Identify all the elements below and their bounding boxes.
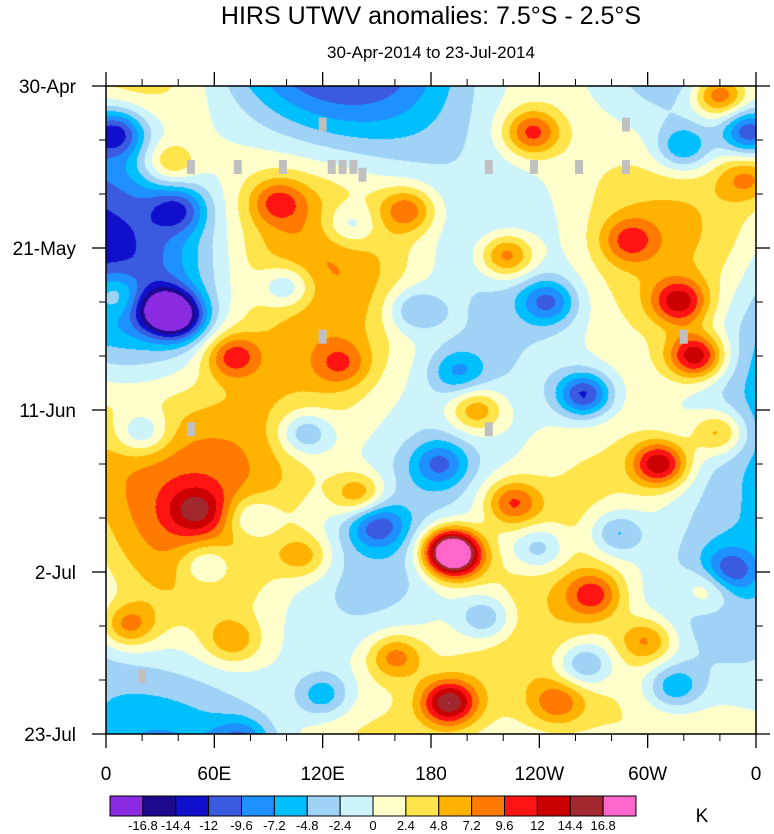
- colorbar-label-4: -7.2: [263, 818, 285, 833]
- missing-data-cell-5: [327, 160, 336, 174]
- colorbar-label-12: 12: [530, 818, 544, 833]
- missing-data-cell-9: [484, 160, 493, 174]
- colorbar-swatch-5: [273, 795, 308, 817]
- colorbar-label-5: -4.8: [296, 818, 318, 833]
- missing-data-cell-12: [622, 160, 630, 174]
- colorbar-units: K: [696, 806, 709, 827]
- missing-data-cell-13: [318, 329, 327, 344]
- colorbar-label-8: 2.4: [397, 818, 415, 833]
- chart-subtitle: 30-Apr-2014 to 23-Jul-2014: [327, 43, 535, 62]
- colorbar-swatch-6: [306, 795, 341, 817]
- missing-data-cell-7: [349, 160, 358, 174]
- chart-title: HIRS UTWV anomalies: 7.5°S - 2.5°S: [221, 2, 641, 30]
- y-tick-label-1: 21-May: [13, 239, 77, 260]
- colorbar-label-9: 4.8: [430, 818, 448, 833]
- colorbar-swatch-3: [208, 795, 242, 817]
- colorbar-swatch-12: [504, 795, 538, 817]
- colorbar-label-3: -9.6: [230, 818, 252, 833]
- x-tick-label-2: 120E: [300, 764, 344, 785]
- colorbar-swatch-8: [372, 795, 407, 817]
- missing-data-cell-0: [318, 117, 327, 132]
- missing-data-cell-3: [233, 160, 242, 174]
- colorbar-label-14: 16.8: [590, 818, 615, 833]
- colorbar-label-1: -14.4: [161, 818, 191, 833]
- colorbar-swatch-14: [569, 795, 604, 817]
- x-tick-label-6: 0: [751, 764, 762, 785]
- missing-data-cell-16: [484, 422, 493, 437]
- colorbar-swatch-10: [438, 795, 473, 817]
- missing-data-cell-6: [338, 160, 347, 174]
- colorbar-swatch-1: [142, 795, 177, 817]
- colorbar-label-10: 7.2: [463, 818, 481, 833]
- heatmap-field: [106, 86, 756, 734]
- missing-data-cell-15: [186, 422, 195, 437]
- colorbar-label-6: -2.4: [329, 818, 351, 833]
- missing-data-cell-11: [575, 160, 584, 174]
- colorbar-label-13: 14.4: [558, 818, 583, 833]
- missing-data-cell-2: [186, 160, 195, 174]
- missing-data-cell-8: [358, 167, 367, 182]
- x-tick-label-5: 60W: [628, 764, 667, 785]
- missing-data-cell-10: [529, 160, 538, 174]
- colorbar-label-0: -16.8: [128, 818, 158, 833]
- colorbar-swatch-2: [175, 795, 210, 817]
- y-tick-label-3: 2-Jul: [35, 563, 76, 584]
- colorbar-swatch-9: [405, 795, 440, 817]
- y-tick-label-4: 23-Jul: [24, 725, 76, 746]
- x-tick-label-4: 120W: [515, 764, 565, 785]
- x-tick-label-3: 180: [415, 764, 447, 785]
- colorbar-swatch-7: [339, 795, 374, 817]
- colorbar-swatch-11: [471, 795, 505, 817]
- colorbar-swatch-15: [602, 795, 637, 817]
- colorbar-swatch-0: [109, 795, 144, 817]
- missing-data-cell-1: [622, 117, 630, 132]
- colorbar-label-11: 9.6: [495, 818, 513, 833]
- y-tick-label-2: 11-Jun: [19, 401, 76, 422]
- missing-data-cell-17: [138, 669, 147, 684]
- colorbar-label-7: 0: [369, 818, 376, 833]
- colorbar-swatch-4: [241, 795, 275, 817]
- x-tick-label-0: 0: [101, 764, 112, 785]
- missing-data-cell-14: [679, 329, 688, 344]
- colorbar-swatch-13: [536, 795, 571, 817]
- colorbar-label-2: -12: [199, 818, 218, 833]
- x-tick-label-1: 60E: [197, 764, 231, 785]
- y-tick-label-0: 30-Apr: [19, 77, 77, 98]
- missing-data-cell-4: [278, 160, 287, 174]
